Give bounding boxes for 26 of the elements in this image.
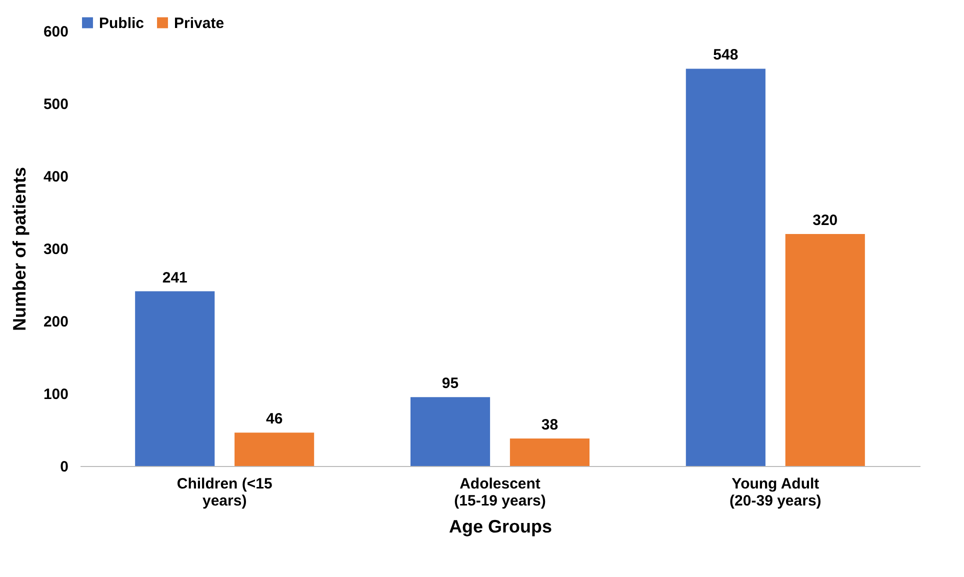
y-tick-label: 500 bbox=[43, 96, 68, 113]
bar bbox=[510, 438, 590, 466]
bar bbox=[410, 397, 490, 466]
data-label: 320 bbox=[812, 212, 838, 229]
y-axis-title: Number of patients bbox=[9, 166, 30, 332]
legend-label: Public bbox=[99, 14, 144, 32]
y-tick-label: 0 bbox=[60, 458, 68, 476]
x-tick-label: Young Adult (20-39 years) bbox=[730, 476, 822, 510]
y-tick-label: 200 bbox=[43, 314, 68, 330]
y-tick-label: 600 bbox=[43, 24, 68, 40]
x-axis-title: Age Groups bbox=[448, 516, 552, 536]
x-tick-label: Children (<15 years) bbox=[176, 476, 272, 510]
x-tick-label: Adolescent (15-19 years) bbox=[454, 476, 546, 510]
bar bbox=[785, 234, 865, 466]
data-label: 38 bbox=[541, 416, 558, 434]
y-tick-label: 300 bbox=[43, 241, 68, 258]
data-label: 548 bbox=[713, 46, 738, 64]
data-label: 241 bbox=[162, 269, 188, 286]
y-tick-label: 400 bbox=[43, 168, 68, 186]
legend-label: Private bbox=[174, 14, 224, 32]
bar bbox=[686, 68, 766, 466]
bar bbox=[135, 291, 215, 466]
data-label: 95 bbox=[442, 375, 459, 392]
y-tick-label: 100 bbox=[43, 386, 68, 403]
data-label: 46 bbox=[266, 410, 283, 428]
bar bbox=[234, 432, 314, 466]
